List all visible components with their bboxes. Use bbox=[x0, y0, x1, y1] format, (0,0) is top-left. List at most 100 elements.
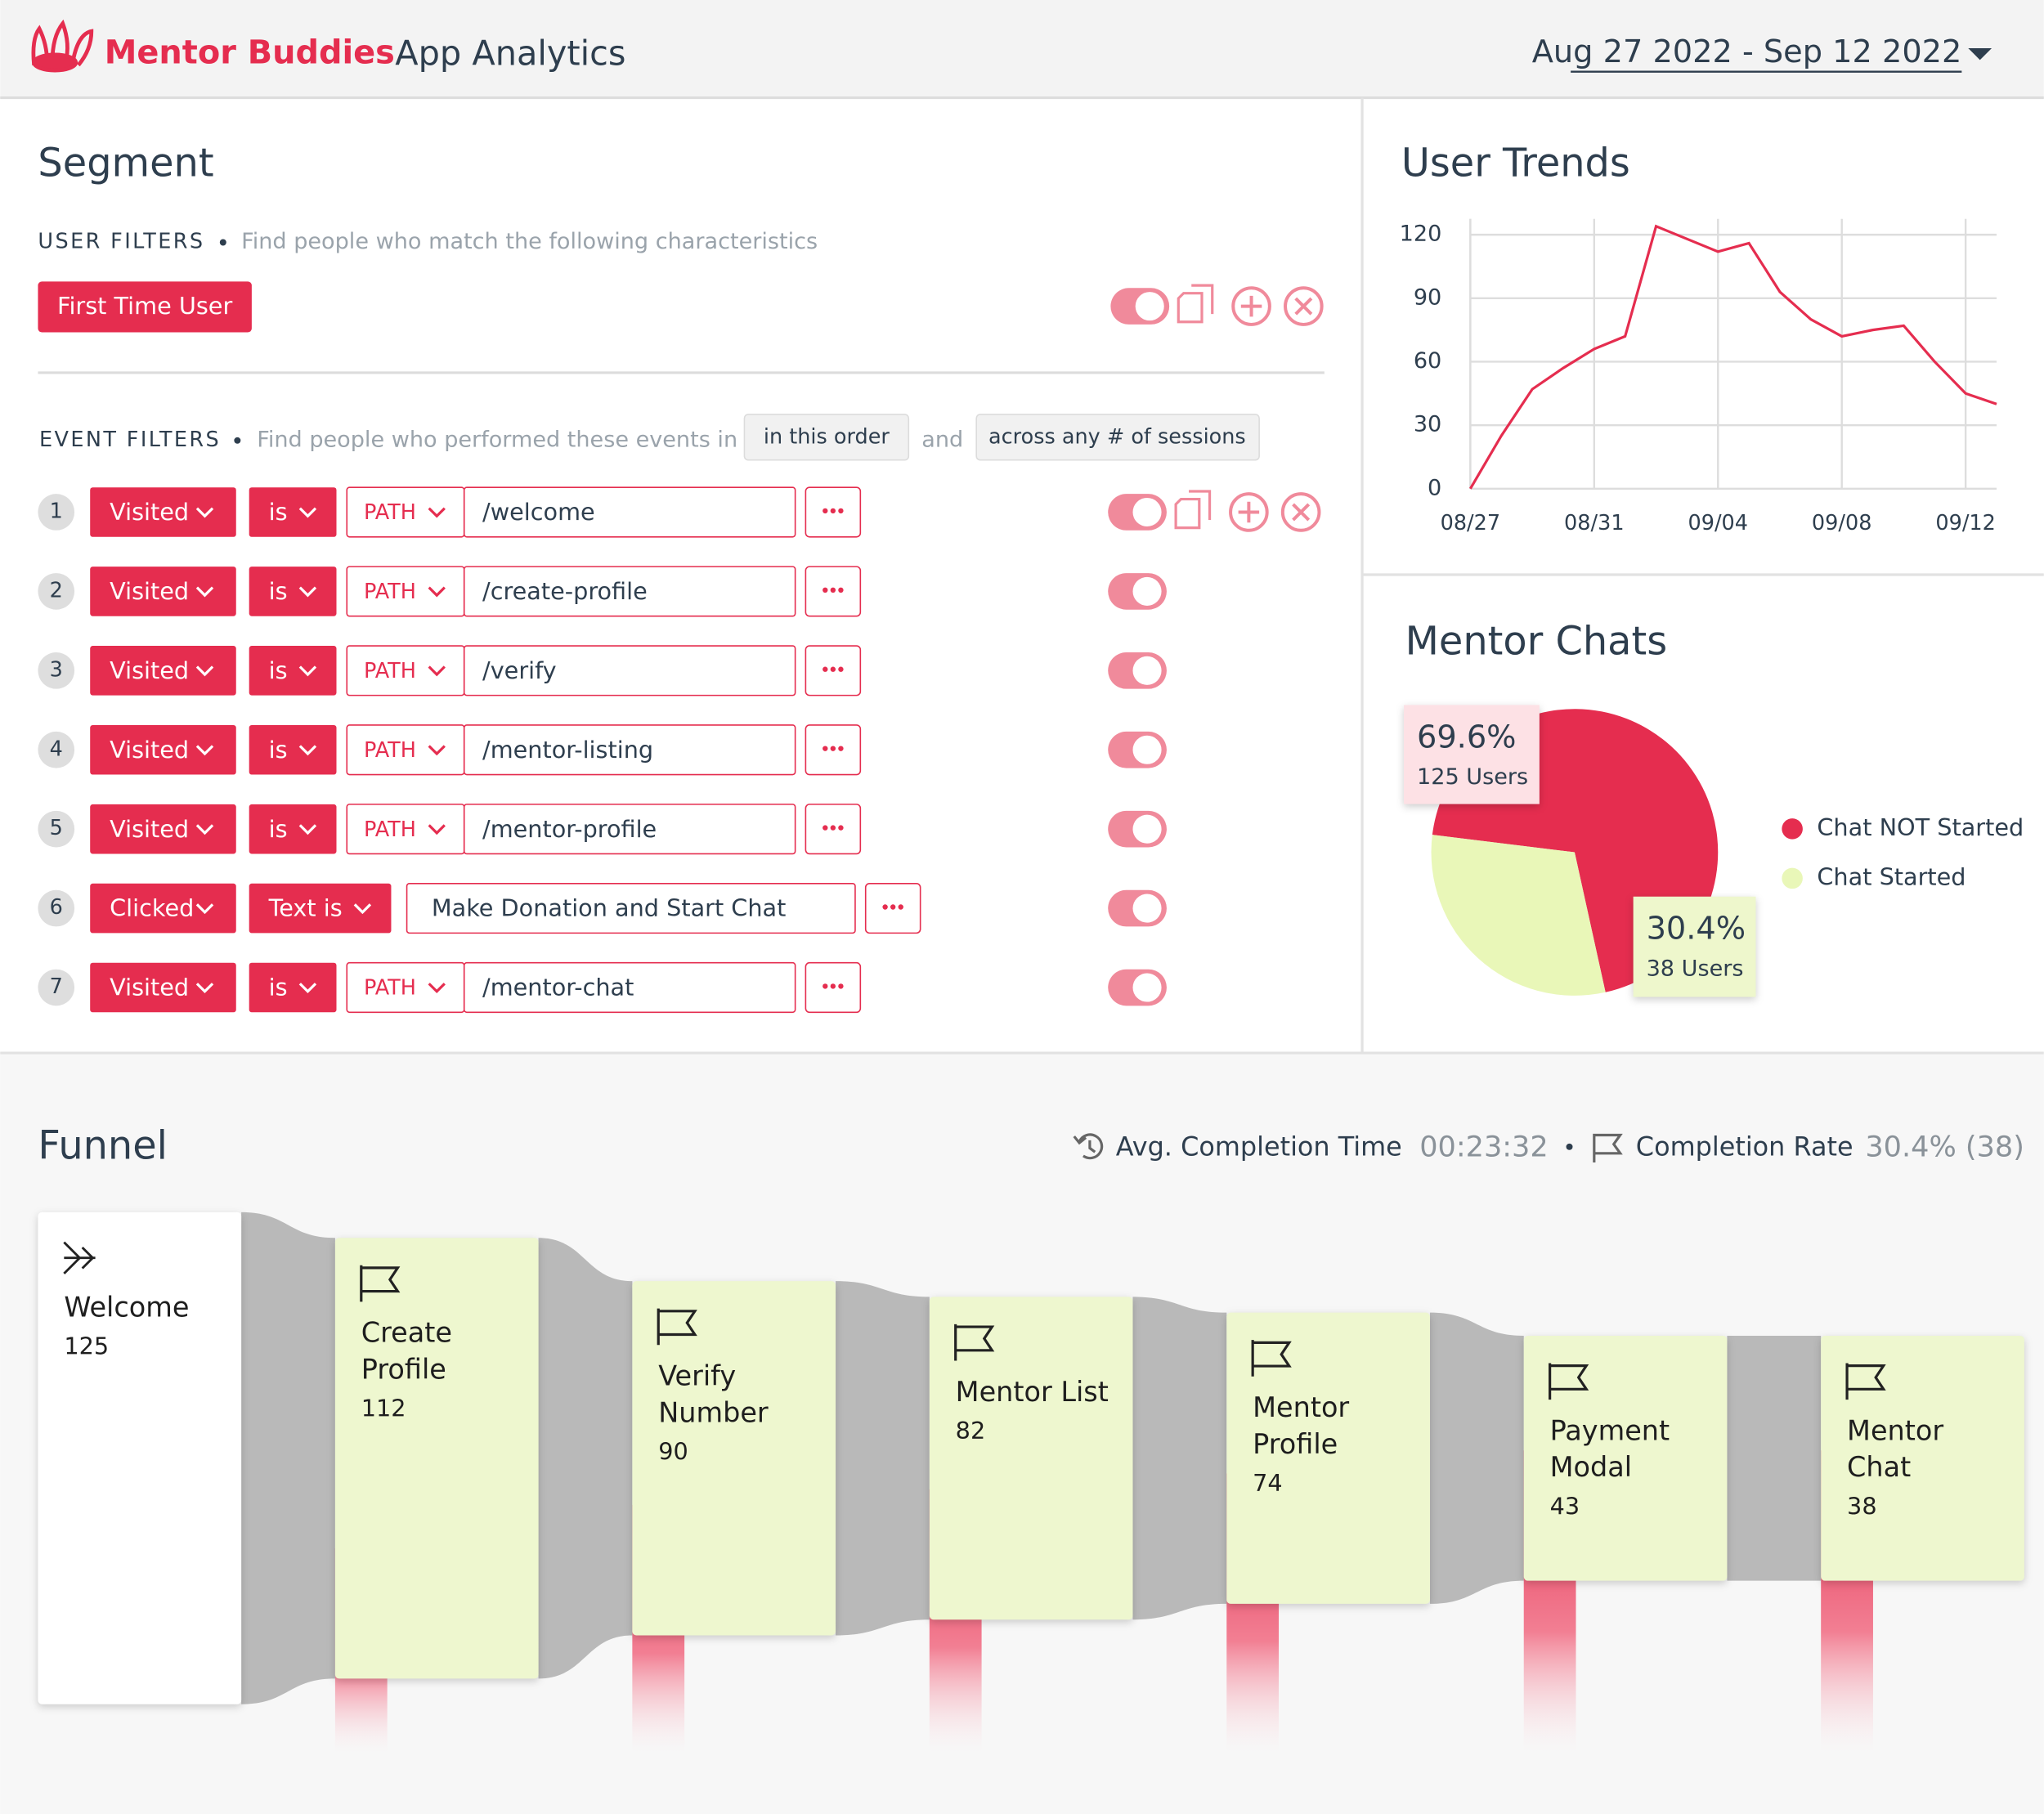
copy-icon[interactable] bbox=[1177, 284, 1214, 324]
more-dot[interactable] bbox=[823, 746, 828, 751]
operator-select[interactable] bbox=[249, 646, 337, 696]
sessions-chip-label[interactable]: across any # of sessions bbox=[988, 425, 1246, 450]
funnel-step[interactable] bbox=[334, 1238, 539, 1679]
action-label[interactable]: Visited bbox=[110, 656, 189, 684]
action-select[interactable] bbox=[90, 487, 236, 537]
kind-label[interactable]: PATH bbox=[364, 976, 416, 1001]
action-select[interactable] bbox=[90, 804, 236, 854]
kind-label[interactable]: PATH bbox=[364, 500, 416, 525]
more-dot[interactable] bbox=[838, 983, 844, 989]
operator-select[interactable] bbox=[249, 567, 337, 616]
funnel-step[interactable] bbox=[929, 1297, 1133, 1620]
more-dot[interactable] bbox=[830, 746, 836, 751]
value-input[interactable] bbox=[406, 883, 856, 934]
more-dot[interactable] bbox=[830, 508, 836, 514]
order-chip-label[interactable]: in this order bbox=[764, 425, 890, 450]
operator-label[interactable]: is bbox=[269, 974, 288, 1001]
more-dot[interactable] bbox=[830, 587, 836, 593]
more-dot[interactable] bbox=[882, 904, 888, 910]
toggle-knob[interactable] bbox=[1132, 735, 1162, 764]
sessions-chip[interactable] bbox=[975, 414, 1260, 461]
remove-icon[interactable] bbox=[1284, 286, 1324, 326]
add-icon[interactable] bbox=[1229, 492, 1269, 532]
action-select[interactable] bbox=[90, 883, 236, 934]
more-dot[interactable] bbox=[838, 508, 844, 514]
toggle-knob[interactable] bbox=[1132, 576, 1162, 606]
funnel-step[interactable] bbox=[632, 1281, 836, 1636]
more-dot[interactable] bbox=[838, 746, 844, 751]
action-label[interactable]: Clicked bbox=[110, 894, 194, 922]
action-select[interactable] bbox=[90, 962, 236, 1013]
value-text[interactable]: /welcome bbox=[482, 498, 595, 526]
remove-icon[interactable] bbox=[1292, 503, 1311, 522]
operator-label[interactable]: is bbox=[269, 656, 288, 684]
add-icon[interactable] bbox=[1240, 295, 1262, 317]
toggle-knob[interactable] bbox=[1132, 656, 1162, 685]
more-dot[interactable] bbox=[838, 825, 844, 831]
operator-select[interactable] bbox=[249, 962, 337, 1013]
more-dot[interactable] bbox=[898, 904, 903, 910]
more-dot[interactable] bbox=[830, 666, 836, 672]
operator-select[interactable] bbox=[249, 883, 392, 934]
action-select[interactable] bbox=[90, 646, 236, 696]
toggle-knob[interactable] bbox=[1132, 814, 1162, 844]
more-dot[interactable] bbox=[830, 825, 836, 831]
toggle-knob[interactable] bbox=[1132, 497, 1162, 527]
operator-label[interactable]: is bbox=[269, 815, 288, 843]
more-dot[interactable] bbox=[838, 666, 844, 672]
value-input[interactable] bbox=[463, 566, 796, 617]
filter-tag-label[interactable]: First Time User bbox=[57, 292, 232, 320]
more-dot[interactable] bbox=[823, 983, 828, 989]
value-input[interactable] bbox=[463, 645, 796, 696]
more-dot[interactable] bbox=[830, 983, 836, 989]
toggle-knob[interactable] bbox=[1135, 292, 1164, 321]
value-input[interactable] bbox=[463, 804, 796, 855]
copy-icon[interactable] bbox=[1174, 490, 1212, 530]
value-text[interactable]: /mentor-listing bbox=[482, 736, 653, 764]
value-input[interactable] bbox=[463, 486, 796, 538]
kind-label[interactable]: PATH bbox=[364, 817, 416, 842]
operator-label[interactable]: Text is bbox=[268, 894, 343, 922]
value-text[interactable]: /mentor-chat bbox=[482, 974, 634, 1001]
kind-label[interactable]: PATH bbox=[364, 580, 416, 604]
value-text[interactable]: /verify bbox=[482, 656, 557, 684]
action-select[interactable] bbox=[90, 724, 236, 775]
funnel-step[interactable] bbox=[1821, 1335, 2024, 1581]
remove-icon[interactable] bbox=[1294, 297, 1313, 316]
toggle-knob[interactable] bbox=[1132, 973, 1162, 1002]
toggle-knob[interactable] bbox=[1132, 894, 1162, 923]
action-label[interactable]: Visited bbox=[110, 577, 189, 605]
kind-label[interactable]: PATH bbox=[364, 659, 416, 683]
operator-label[interactable]: is bbox=[269, 736, 288, 764]
action-label[interactable]: Visited bbox=[110, 736, 189, 764]
value-input[interactable] bbox=[463, 961, 796, 1014]
operator-select[interactable] bbox=[249, 724, 337, 775]
funnel-step[interactable] bbox=[38, 1212, 242, 1704]
operator-label[interactable]: is bbox=[269, 498, 288, 526]
order-chip[interactable] bbox=[743, 414, 910, 461]
operator-label[interactable]: is bbox=[269, 577, 288, 605]
action-select[interactable] bbox=[90, 567, 236, 616]
more-dot[interactable] bbox=[823, 508, 828, 514]
action-label[interactable]: Visited bbox=[110, 498, 189, 526]
action-label[interactable]: Visited bbox=[110, 974, 189, 1001]
operator-select[interactable] bbox=[249, 487, 337, 537]
funnel-step[interactable] bbox=[1523, 1335, 1728, 1581]
remove-icon[interactable] bbox=[1280, 492, 1321, 532]
add-icon[interactable] bbox=[1231, 286, 1271, 326]
operator-select[interactable] bbox=[249, 804, 337, 854]
more-dot[interactable] bbox=[838, 587, 844, 593]
more-dot[interactable] bbox=[890, 904, 896, 910]
kind-label[interactable]: PATH bbox=[364, 738, 416, 763]
more-dot[interactable] bbox=[823, 825, 828, 831]
value-input[interactable] bbox=[463, 724, 796, 776]
more-dot[interactable] bbox=[823, 587, 828, 593]
add-icon[interactable] bbox=[1238, 501, 1260, 523]
filter-tag[interactable] bbox=[38, 281, 252, 333]
more-dot[interactable] bbox=[823, 666, 828, 672]
value-text[interactable]: /mentor-profile bbox=[482, 815, 657, 843]
date-range[interactable]: Aug 27 2022 - Sep 12 2022 bbox=[1532, 34, 1962, 70]
funnel-step[interactable] bbox=[1226, 1312, 1430, 1604]
value-text[interactable]: Make Donation and Start Chat bbox=[432, 894, 787, 922]
value-text[interactable]: /create-profile bbox=[482, 577, 648, 605]
